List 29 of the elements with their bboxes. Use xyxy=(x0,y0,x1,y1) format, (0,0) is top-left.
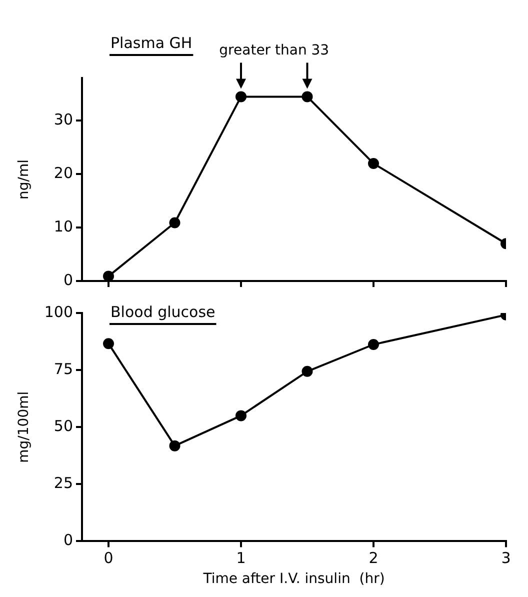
y-tick-label: 10 xyxy=(54,217,73,236)
point xyxy=(302,366,313,377)
y-tick-label: 0 xyxy=(63,531,73,550)
y-tick-label: 100 xyxy=(44,302,73,321)
y-tick-label: 50 xyxy=(54,416,73,435)
x-tick-label: 0 xyxy=(104,549,114,568)
x-tick-label: 3 xyxy=(501,549,511,568)
point xyxy=(368,158,379,169)
chart-title: Blood glucose xyxy=(110,303,216,321)
point xyxy=(103,338,114,350)
y-tick-label: 20 xyxy=(54,164,73,182)
y-axis-title: ng/ml xyxy=(16,159,32,200)
point xyxy=(368,338,379,350)
y-tick-label: 75 xyxy=(54,360,73,378)
point xyxy=(169,440,180,452)
x-tick-label: 1 xyxy=(236,549,246,568)
x-tick-label: 2 xyxy=(368,549,378,568)
annotation: greater than 33 xyxy=(219,42,330,59)
y-tick-label: 25 xyxy=(54,474,73,492)
y-axis-title: mg/100ml xyxy=(16,391,32,463)
point xyxy=(236,91,246,102)
point xyxy=(302,91,313,102)
y-tick-label: 0 xyxy=(63,270,73,289)
chart-title: Plasma GH xyxy=(110,34,192,52)
y-tick-label: 30 xyxy=(54,110,73,129)
x-axis-title: Time after I.V. insulin (hr) xyxy=(202,571,385,588)
point xyxy=(103,270,114,281)
point xyxy=(169,217,180,228)
point xyxy=(236,410,246,422)
